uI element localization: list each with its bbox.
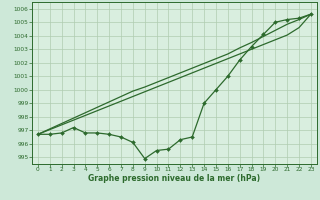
X-axis label: Graphe pression niveau de la mer (hPa): Graphe pression niveau de la mer (hPa) <box>88 174 260 183</box>
